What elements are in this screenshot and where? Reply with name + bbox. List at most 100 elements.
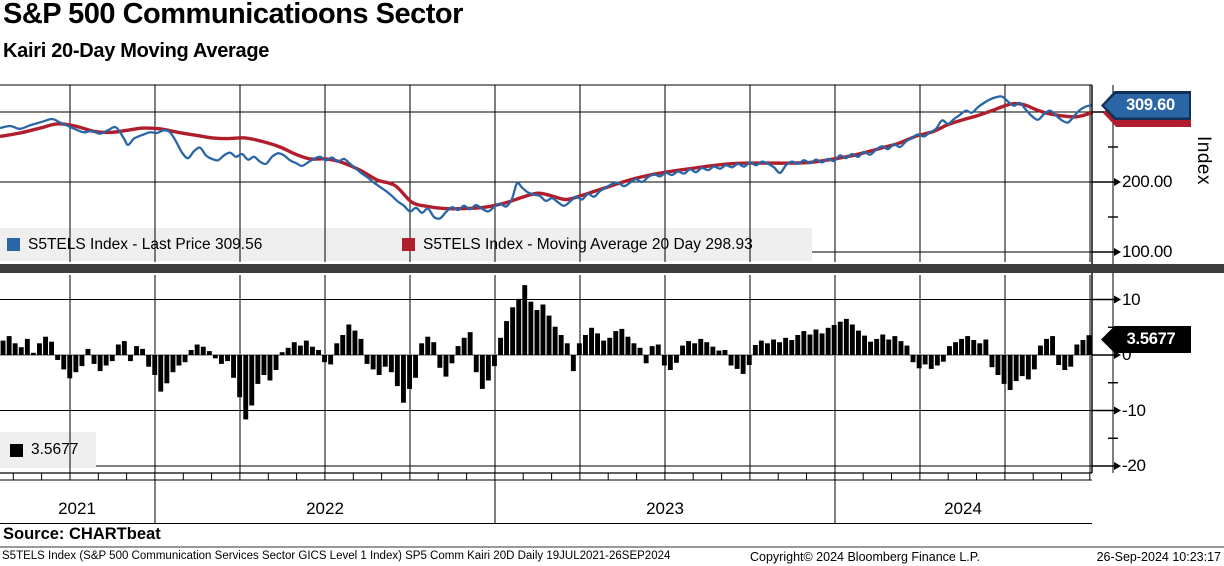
kairi-bar [267, 355, 273, 381]
kairi-bar [388, 355, 394, 373]
kairi-bar [710, 346, 716, 355]
kairi-bar [795, 335, 801, 355]
y-axis-title: Index [1193, 136, 1214, 185]
kairi-bar [109, 355, 115, 362]
kairi-bar [971, 340, 977, 355]
kairi-bar [79, 355, 85, 367]
kairi-bar [570, 355, 576, 372]
kairi-bar [49, 341, 54, 355]
kairi-bar [352, 330, 358, 355]
kairi-bar [1062, 355, 1068, 370]
kairi-bar [437, 355, 443, 368]
kairi-bar [121, 341, 127, 355]
kairi-bar [1007, 355, 1013, 390]
last-price-badge: 309.60 [1101, 91, 1191, 120]
legend-swatch-red [402, 238, 415, 251]
kairi-bar [152, 355, 158, 375]
kairi-bar [249, 355, 255, 406]
kairi-bar [643, 355, 649, 364]
y-axis-tick-label: 0 [1122, 345, 1132, 364]
kairi-bar [922, 355, 928, 365]
kairi-bar [807, 334, 813, 355]
footer-copyright: Copyright© 2024 Bloomberg Finance L.P. [750, 550, 980, 564]
kairi-value-badge: 3.5677 [1101, 326, 1191, 353]
x-axis-year-label: 2021 [58, 499, 96, 518]
kairi-bar [813, 329, 819, 355]
kairi-badge-value: 3.5677 [1126, 330, 1176, 348]
kairi-bar [910, 355, 916, 363]
kairi-bar [498, 337, 503, 355]
kairi-bar [370, 355, 376, 370]
kairi-bar [504, 321, 509, 355]
kairi-bar [128, 355, 133, 362]
page-title: S&P 500 Communicatioons Sector [3, 0, 463, 30]
legend-item-kairi: 3.5677 [10, 432, 78, 468]
tick-arrow [1114, 351, 1121, 359]
kairi-bar [140, 348, 145, 355]
kairi-bar [73, 355, 79, 373]
kairi-bar [55, 355, 61, 360]
kairi-bar [134, 346, 139, 355]
kairi-bar [146, 355, 152, 367]
kairi-bar [564, 343, 570, 355]
kairi-bar [934, 355, 940, 366]
kairi-bar [522, 285, 528, 355]
y-axis-tick-label: -20 [1122, 456, 1146, 475]
kairi-bar [455, 346, 461, 355]
kairi-bar [316, 350, 321, 355]
kairi-bar [631, 343, 637, 355]
kairi-bar [291, 342, 297, 355]
kairi-bar [716, 350, 722, 355]
kairi-bar [231, 355, 236, 378]
kairi-bar [1038, 345, 1043, 355]
kairi-bar [1031, 355, 1037, 370]
kairi-bar [394, 355, 400, 387]
kairi-bar [801, 331, 807, 355]
kairi-bar [540, 304, 546, 355]
y-axis-tick-label: -10 [1122, 400, 1146, 420]
kairi-bar [686, 341, 691, 355]
kairi-bar [261, 355, 267, 375]
kairi-bar [176, 355, 182, 366]
kairi-bar [989, 355, 995, 368]
kairi-bar [880, 334, 886, 355]
kairi-bar [874, 338, 880, 355]
kairi-bar [206, 351, 212, 355]
kairi-bar [698, 338, 704, 355]
kairi-bar [1050, 336, 1055, 355]
last-price-badge-value: 309.60 [1126, 96, 1175, 114]
kairi-bar [680, 345, 685, 355]
kairi-bar [740, 355, 746, 374]
tick-arrow [1114, 295, 1121, 304]
kairi-bar [43, 336, 48, 355]
tick-arrow [1114, 462, 1121, 470]
kairi-bar [243, 355, 249, 420]
kairi-bar [6, 336, 12, 355]
kairi-bar [856, 330, 861, 355]
kairi-bar [534, 310, 540, 355]
kairi-bar [1044, 338, 1049, 355]
kairi-bar [1019, 355, 1025, 377]
kairi-bar [1025, 355, 1031, 380]
kairi-bar [940, 355, 946, 362]
kairi-bar [546, 315, 552, 355]
kairi-bar [947, 346, 952, 355]
legend-label: 3.5677 [31, 441, 79, 458]
kairi-bar [346, 324, 352, 355]
y-axis-tick-label: 100.00 [1122, 242, 1173, 261]
kairi-bar [667, 355, 673, 370]
kairi-bar [401, 355, 406, 403]
kairi-bar [0, 340, 6, 355]
kairi-bar [103, 355, 109, 366]
kairi-bar [461, 337, 467, 355]
kairi-bar [431, 342, 437, 355]
kairi-bar [746, 355, 752, 365]
kairi-bar [273, 355, 279, 370]
kairi-bar [607, 337, 613, 355]
kairi-bar [752, 345, 758, 355]
kairi-bar [704, 342, 710, 355]
kairi-bar [279, 352, 285, 355]
kairi-bar [983, 339, 989, 355]
kairi-bar [649, 346, 655, 355]
